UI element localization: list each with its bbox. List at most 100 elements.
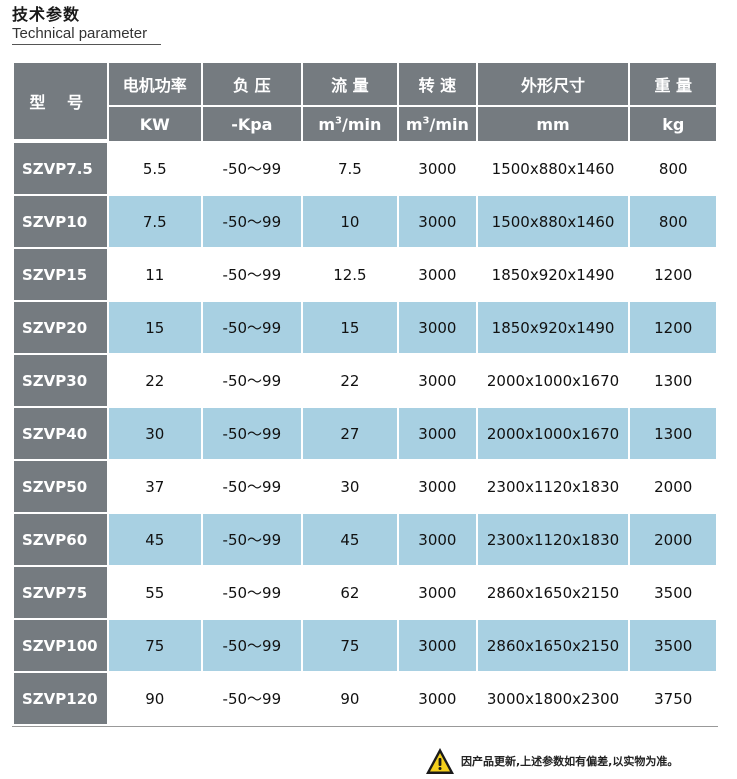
cell-power: 75	[108, 618, 202, 671]
cell-speed: 3000	[399, 618, 476, 671]
unit-dimensions: mm	[477, 107, 629, 141]
cell-vacuum: -50～99	[203, 194, 301, 247]
cell-flow: 30	[302, 459, 398, 512]
cell-weight: 1200	[630, 247, 716, 300]
title-underline	[12, 44, 161, 45]
cell-speed: 3000	[399, 353, 476, 406]
cell-model: SZVP7.5	[14, 141, 107, 194]
cell-vacuum: -50～99	[203, 141, 301, 194]
table-header: 型 号 电机功率 负 压 流 量 转 速 外形尺寸 重 量 KW -Kpa m3…	[14, 63, 716, 141]
column-header-speed: 转 速	[399, 63, 476, 107]
table-bottom-border	[12, 726, 718, 727]
cell-power: 37	[108, 459, 202, 512]
unit-weight: kg	[630, 107, 716, 141]
cell-model: SZVP30	[14, 353, 107, 406]
unit-flow-sup: 3	[335, 115, 343, 127]
cell-vacuum: -50～99	[203, 565, 301, 618]
cell-dimensions: 2300x1120x1830	[477, 512, 629, 565]
cell-model: SZVP10	[14, 194, 107, 247]
cell-model: SZVP15	[14, 247, 107, 300]
table-row: SZVP120 90 -50～99 90 3000 3000x1800x2300 3750	[14, 671, 716, 724]
cell-vacuum: -50～99	[203, 671, 301, 724]
cell-dimensions: 2300x1120x1830	[477, 459, 629, 512]
cell-vacuum: -50～99	[203, 353, 301, 406]
cell-power: 5.5	[108, 141, 202, 194]
unit-speed-tail: /min	[429, 114, 469, 134]
column-header-dimensions: 外形尺寸	[477, 63, 629, 107]
unit-speed: m3/min	[399, 107, 476, 141]
table-row: SZVP10 7.5 -50～99 10 3000 1500x880x1460 800	[14, 194, 716, 247]
unit-flow-base: m	[318, 114, 336, 134]
cell-flow: 62	[302, 565, 398, 618]
cell-dimensions: 1850x920x1490	[477, 300, 629, 353]
cell-dimensions: 1850x920x1490	[477, 247, 629, 300]
unit-speed-sup: 3	[422, 115, 430, 127]
table-row: SZVP7.5 5.5 -50～99 7.5 3000 1500x880x1460 800	[14, 141, 716, 194]
unit-flow: m3/min	[302, 107, 398, 141]
cell-dimensions: 2860x1650x2150	[477, 565, 629, 618]
cell-model: SZVP75	[14, 565, 107, 618]
cell-flow: 27	[302, 406, 398, 459]
table-row: SZVP100 75 -50～99 75 3000 2860x1650x2150 3500	[14, 618, 716, 671]
cell-speed: 3000	[399, 247, 476, 300]
cell-flow: 12.5	[302, 247, 398, 300]
unit-flow-tail: /min	[342, 114, 382, 134]
cell-weight: 1200	[630, 300, 716, 353]
column-header-weight: 重 量	[630, 63, 716, 107]
cell-weight: 2000	[630, 459, 716, 512]
section-subtitle: Technical parameter	[12, 25, 148, 42]
table-row: SZVP20 15 -50～99 15 3000 1850x920x1490 1200	[14, 300, 716, 353]
cell-model: SZVP100	[14, 618, 107, 671]
cell-power: 45	[108, 512, 202, 565]
cell-vacuum: -50～99	[203, 406, 301, 459]
table-row: SZVP60 45 -50～99 45 3000 2300x1120x1830 2000	[14, 512, 716, 565]
cell-weight: 800	[630, 141, 716, 194]
section-title: 技术参数	[12, 5, 81, 24]
cell-vacuum: -50～99	[203, 247, 301, 300]
cell-dimensions: 1500x880x1460	[477, 141, 629, 194]
cell-dimensions: 3000x1800x2300	[477, 671, 629, 724]
cell-speed: 3000	[399, 459, 476, 512]
table-row: SZVP40 30 -50～99 27 3000 2000x1000x1670 1300	[14, 406, 716, 459]
cell-model: SZVP60	[14, 512, 107, 565]
cell-power: 15	[108, 300, 202, 353]
cell-power: 30	[108, 406, 202, 459]
cell-power: 22	[108, 353, 202, 406]
cell-flow: 10	[302, 194, 398, 247]
cell-vacuum: -50～99	[203, 459, 301, 512]
cell-flow: 22	[302, 353, 398, 406]
spec-table: 型 号 电机功率 负 压 流 量 转 速 外形尺寸 重 量 KW -Kpa m3…	[12, 63, 718, 724]
cell-speed: 3000	[399, 406, 476, 459]
cell-flow: 7.5	[302, 141, 398, 194]
unit-speed-base: m	[405, 114, 423, 134]
cell-weight: 3500	[630, 565, 716, 618]
cell-speed: 3000	[399, 141, 476, 194]
cell-model: SZVP20	[14, 300, 107, 353]
table-row: SZVP50 37 -50～99 30 3000 2300x1120x1830 2000	[14, 459, 716, 512]
footer-note-text: 因产品更新,上述参数如有偏差,以实物为准。	[461, 755, 679, 768]
cell-model: SZVP50	[14, 459, 107, 512]
column-header-model: 型 号	[14, 63, 107, 141]
table-body: SZVP7.5 5.5 -50～99 7.5 3000 1500x880x1460 800 S…	[14, 141, 716, 724]
cell-weight: 3500	[630, 618, 716, 671]
cell-model: SZVP120	[14, 671, 107, 724]
cell-dimensions: 2000x1000x1670	[477, 353, 629, 406]
section-heading: 技术参数 Technical parameter	[12, 4, 161, 45]
cell-power: 7.5	[108, 194, 202, 247]
cell-flow: 15	[302, 300, 398, 353]
cell-vacuum: -50～99	[203, 512, 301, 565]
table-row: SZVP30 22 -50～99 22 3000 2000x1000x1670 1300	[14, 353, 716, 406]
cell-flow: 90	[302, 671, 398, 724]
cell-power: 90	[108, 671, 202, 724]
cell-speed: 3000	[399, 565, 476, 618]
table-row: SZVP75 55 -50～99 62 3000 2860x1650x2150 3500	[14, 565, 716, 618]
cell-power: 11	[108, 247, 202, 300]
column-header-flow: 流 量	[302, 63, 398, 107]
cell-weight: 800	[630, 194, 716, 247]
cell-speed: 3000	[399, 512, 476, 565]
cell-dimensions: 2000x1000x1670	[477, 406, 629, 459]
unit-power: KW	[108, 107, 202, 141]
column-header-vacuum: 负 压	[203, 63, 301, 107]
cell-vacuum: -50～99	[203, 300, 301, 353]
cell-flow: 45	[302, 512, 398, 565]
